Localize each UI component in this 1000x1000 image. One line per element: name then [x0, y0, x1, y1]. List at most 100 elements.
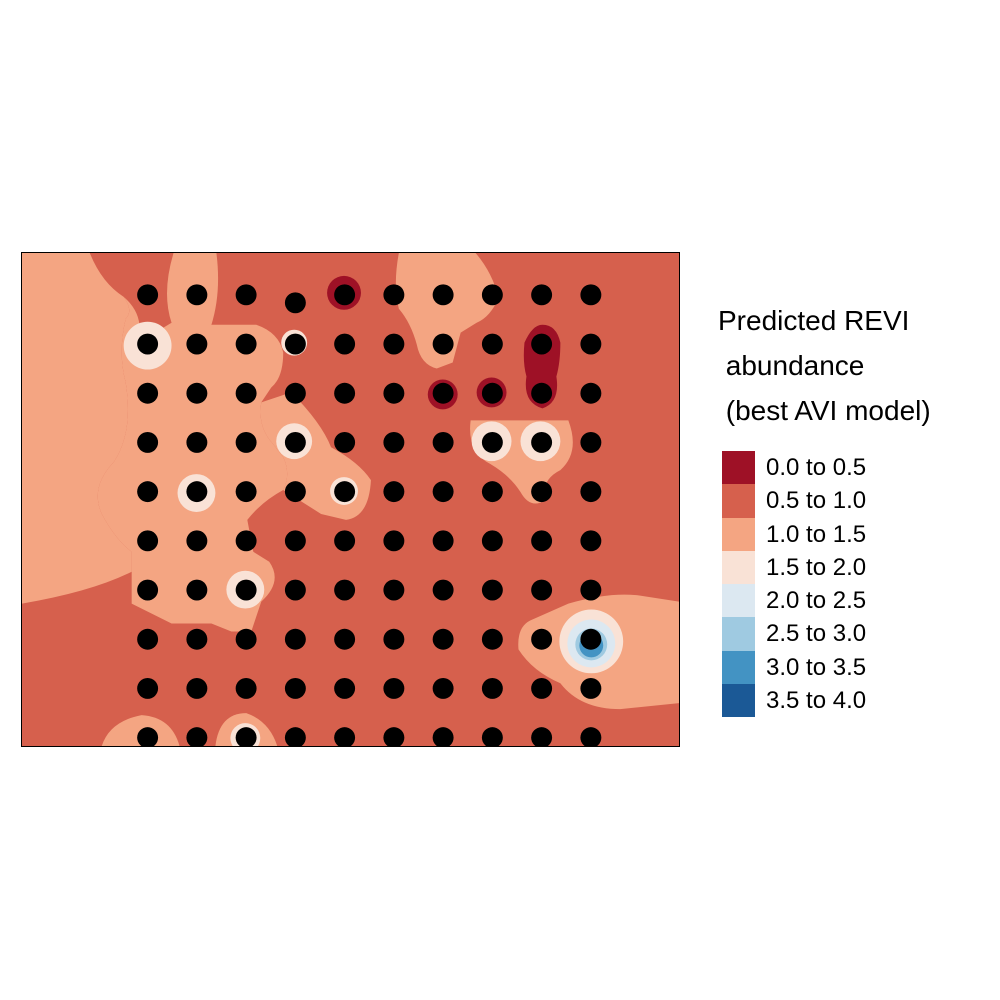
survey-point — [580, 333, 602, 355]
survey-point — [481, 431, 503, 453]
survey-point — [186, 284, 208, 306]
legend-swatch — [722, 584, 755, 618]
survey-point — [235, 284, 257, 306]
survey-point — [531, 431, 553, 453]
survey-point — [137, 382, 159, 404]
legend-swatch — [722, 550, 755, 585]
survey-point — [432, 727, 454, 746]
legend-label: 2.5 to 3.0 — [766, 620, 867, 648]
survey-point — [580, 481, 602, 503]
survey-point — [432, 628, 454, 650]
survey-point — [432, 333, 454, 355]
legend-label: 1.5 to 2.0 — [766, 553, 867, 581]
survey-point — [383, 284, 405, 306]
survey-point — [383, 677, 405, 699]
legend-key: 1.0 to 1.5 — [722, 517, 982, 551]
survey-point — [284, 530, 306, 552]
prediction-surface — [22, 253, 679, 746]
survey-point — [334, 727, 356, 746]
survey-point — [284, 579, 306, 601]
survey-point — [137, 727, 159, 746]
survey-point — [580, 431, 602, 453]
survey-point — [580, 579, 602, 601]
survey-point — [481, 382, 503, 404]
survey-point — [383, 382, 405, 404]
survey-point — [432, 431, 454, 453]
survey-point — [531, 579, 553, 601]
legend-label: 1.0 to 1.5 — [766, 520, 867, 548]
survey-point — [137, 481, 159, 503]
legend-swatch — [722, 451, 755, 485]
survey-point — [580, 628, 602, 650]
legend-label: 0.0 to 0.5 — [766, 454, 867, 481]
survey-point — [235, 579, 257, 601]
survey-point — [186, 628, 208, 650]
legend-label: 3.5 to 4.0 — [766, 687, 867, 715]
survey-point — [284, 431, 306, 453]
survey-point — [481, 628, 503, 650]
legend-label: 3.0 to 3.5 — [766, 653, 867, 681]
survey-point — [432, 579, 454, 601]
survey-point — [580, 530, 602, 552]
survey-point — [580, 677, 602, 699]
survey-point — [235, 481, 257, 503]
survey-point — [481, 677, 503, 699]
survey-point — [235, 382, 257, 404]
legend-label: 0.5 to 1.0 — [766, 487, 867, 515]
legend-swatch — [722, 517, 755, 551]
survey-point — [334, 579, 356, 601]
survey-point — [383, 431, 405, 453]
legend-title-line-2: abundance — [718, 350, 865, 381]
survey-point — [137, 284, 159, 306]
legend-key: 2.0 to 2.5 — [722, 584, 982, 618]
survey-point — [334, 481, 356, 503]
survey-point — [186, 677, 208, 699]
north-center — [395, 253, 499, 369]
survey-point — [186, 530, 208, 552]
survey-point — [531, 677, 553, 699]
prediction-map — [21, 252, 680, 747]
survey-point — [186, 579, 208, 601]
legend-key: 0.5 to 1.0 — [722, 484, 982, 518]
survey-point — [432, 481, 454, 503]
legend-label: 2.0 to 2.5 — [766, 587, 867, 615]
survey-point — [235, 628, 257, 650]
legend-title-line-3: (best AVI model) — [718, 395, 931, 426]
survey-point — [481, 530, 503, 552]
survey-points — [137, 284, 602, 746]
survey-point — [383, 333, 405, 355]
survey-point — [481, 481, 503, 503]
survey-point — [481, 333, 503, 355]
survey-point — [137, 628, 159, 650]
survey-point — [531, 382, 553, 404]
survey-point — [186, 431, 208, 453]
survey-point — [481, 579, 503, 601]
survey-point — [334, 333, 356, 355]
survey-point — [432, 677, 454, 699]
legend-key: 2.5 to 3.0 — [722, 617, 982, 651]
legend-title: Predicted REVI abundance (best AVI model… — [718, 298, 993, 433]
survey-point — [186, 333, 208, 355]
survey-point — [235, 333, 257, 355]
legend-swatch — [722, 684, 755, 718]
survey-point — [284, 292, 306, 314]
legend-swatch — [722, 650, 755, 685]
survey-point — [137, 579, 159, 601]
survey-point — [334, 628, 356, 650]
survey-point — [284, 333, 306, 355]
survey-point — [137, 431, 159, 453]
survey-point — [531, 727, 553, 746]
survey-point — [137, 530, 159, 552]
survey-point — [531, 333, 553, 355]
legend-keys: 0.0 to 0.5 0.5 to 1.0 1.0 to 1.5 1.5 to 2.0… — [722, 451, 982, 718]
survey-point — [383, 530, 405, 552]
survey-point — [531, 481, 553, 503]
survey-point — [284, 677, 306, 699]
survey-point — [383, 481, 405, 503]
survey-point — [235, 727, 257, 746]
survey-point — [334, 382, 356, 404]
survey-point — [334, 431, 356, 453]
survey-point — [334, 677, 356, 699]
survey-point — [235, 431, 257, 453]
survey-point — [481, 727, 503, 746]
